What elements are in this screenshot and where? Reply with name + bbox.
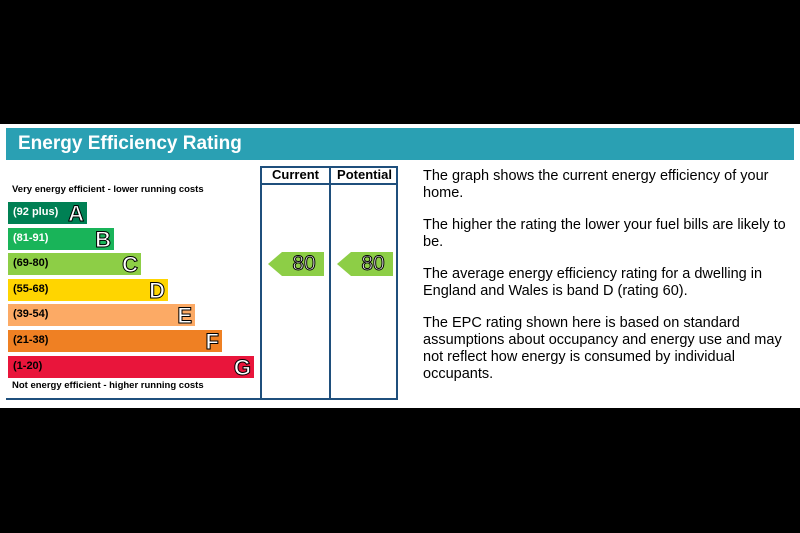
epc-chart: Current Potential Very energy efficient … bbox=[6, 166, 398, 400]
description-paragraph-3: The average energy efficiency rating for… bbox=[423, 266, 763, 299]
band-letter: C bbox=[122, 252, 139, 278]
band-letter: D bbox=[149, 277, 166, 303]
current-rating-value: 80 bbox=[292, 252, 316, 276]
band-range-label: (1-20) bbox=[13, 359, 43, 372]
band-letter: B bbox=[95, 226, 112, 252]
band-d: (55-68) D bbox=[8, 277, 168, 303]
band-a: (92 plus) A bbox=[8, 201, 87, 227]
chart-bottom-border bbox=[6, 398, 398, 400]
top-caption: Very energy efficient - lower running co… bbox=[12, 184, 204, 195]
epc-panel: Energy Efficiency Rating Current Potenti… bbox=[0, 124, 800, 408]
description-paragraph-2: The higher the rating the lower your fue… bbox=[423, 217, 786, 250]
band-letter: E bbox=[177, 303, 193, 329]
description-text-2: The higher the rating the lower your fue… bbox=[423, 217, 795, 251]
band-letter: A bbox=[68, 201, 85, 227]
band-f: (21-38) F bbox=[8, 329, 222, 355]
band-letter: F bbox=[205, 329, 219, 355]
band-range-label: (92 plus) bbox=[13, 206, 59, 218]
band-range-label: (39-54) bbox=[13, 308, 49, 321]
page-title: Energy Efficiency Rating bbox=[18, 133, 242, 154]
band-g: (1-20) G bbox=[8, 354, 254, 380]
band-range-label: (55-68) bbox=[13, 282, 49, 295]
potential-rating-value: 80 bbox=[361, 252, 385, 276]
potential-rating-arrow: 80 bbox=[337, 252, 393, 277]
description-text-3: The average energy efficiency rating for… bbox=[423, 266, 795, 300]
description-text: The graph shows the current energy effic… bbox=[423, 168, 795, 202]
column-header-divider bbox=[260, 183, 398, 185]
current-column-left-border bbox=[260, 166, 262, 400]
band-range-label: (21-38) bbox=[13, 334, 49, 346]
description-paragraph-1: The graph shows the current energy effic… bbox=[423, 168, 769, 201]
description-paragraph-4: The EPC rating shown here is based on st… bbox=[423, 315, 782, 382]
band-range-label: (69-80) bbox=[13, 257, 49, 270]
band-c: (69-80) C bbox=[8, 252, 141, 278]
header-bar: Energy Efficiency Rating bbox=[6, 128, 794, 160]
band-letter: G bbox=[233, 354, 251, 380]
current-column-header: Current bbox=[272, 167, 319, 182]
current-rating-arrow: 80 bbox=[268, 252, 324, 277]
description-text-4: The EPC rating shown here is based on st… bbox=[423, 315, 795, 383]
band-range-label: (81-91) bbox=[13, 231, 49, 244]
band-b: (81-91) B bbox=[8, 226, 114, 252]
potential-rating-arrow-shape bbox=[337, 252, 393, 277]
bottom-caption: Not energy efficient - higher running co… bbox=[12, 380, 204, 391]
band-e: (39-54) E bbox=[8, 303, 195, 329]
current-rating-arrow-shape bbox=[268, 252, 324, 277]
potential-column-left-border bbox=[329, 166, 331, 400]
column-header-top bbox=[260, 166, 398, 168]
potential-column-header: Potential bbox=[337, 167, 392, 182]
